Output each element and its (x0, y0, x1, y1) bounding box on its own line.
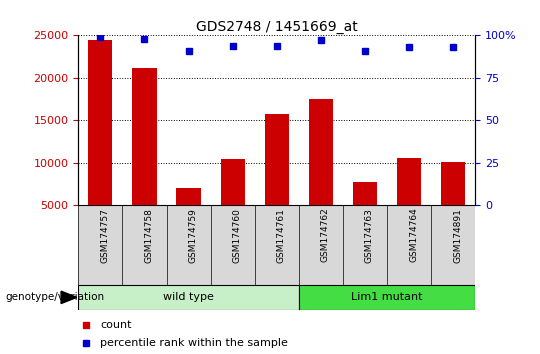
Bar (265, 114, 289, 248)
Text: GSM174760: GSM174760 (233, 208, 241, 263)
Bar (88, 40, 112, 248)
Polygon shape (61, 291, 77, 304)
Text: GSM174759: GSM174759 (188, 208, 198, 263)
Bar (177, 188, 201, 248)
Text: GSM174758: GSM174758 (145, 208, 153, 263)
Text: percentile rank within the sample: percentile rank within the sample (100, 338, 288, 348)
Text: GSM174757: GSM174757 (100, 208, 109, 263)
Text: count: count (100, 320, 132, 330)
Bar (78, 285, 299, 310)
Bar (132, 68, 157, 248)
Text: wild type: wild type (163, 292, 214, 302)
Bar (441, 162, 465, 248)
Bar (220, 159, 245, 248)
Title: GDS2748 / 1451669_at: GDS2748 / 1451669_at (196, 21, 357, 34)
Text: GSM174761: GSM174761 (277, 208, 286, 263)
Text: GSM174762: GSM174762 (321, 208, 330, 262)
Bar (299, 285, 475, 310)
Bar (397, 158, 421, 248)
Text: GSM174764: GSM174764 (409, 208, 418, 262)
Bar (353, 182, 377, 248)
Text: GSM174763: GSM174763 (365, 208, 374, 263)
Text: Lim1 mutant: Lim1 mutant (351, 292, 423, 302)
Bar (309, 99, 333, 248)
Text: genotype/variation: genotype/variation (5, 292, 105, 302)
Text: GSM174891: GSM174891 (453, 208, 462, 263)
